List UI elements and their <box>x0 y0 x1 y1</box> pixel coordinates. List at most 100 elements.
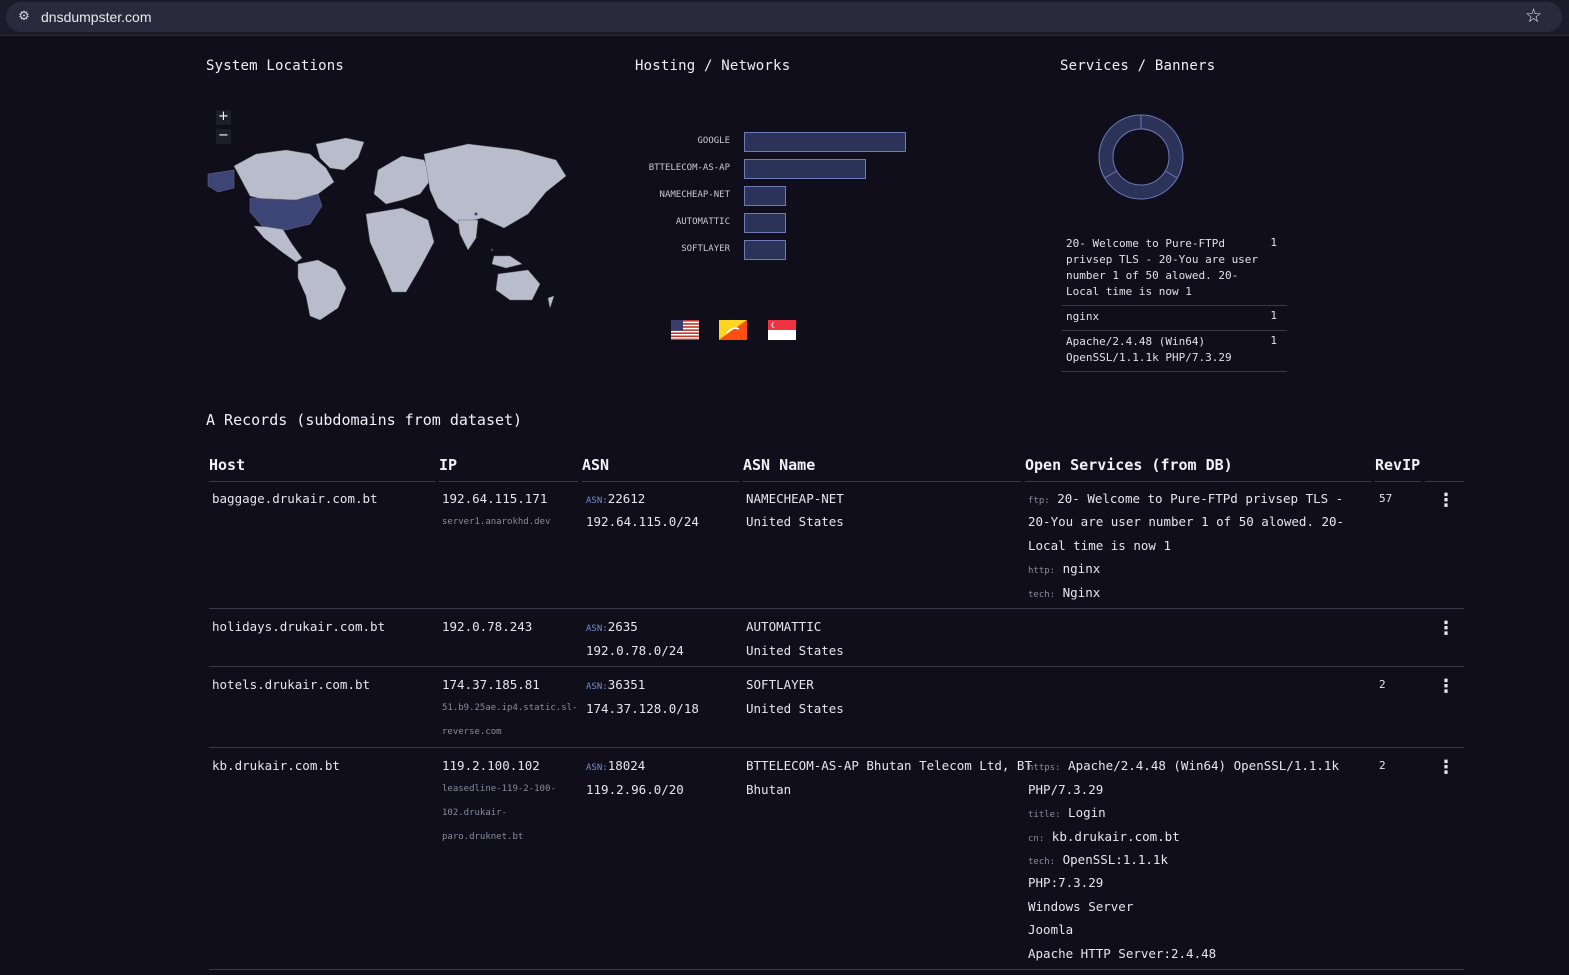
country-cell: United States <box>746 701 844 716</box>
ptr-record: reverse.com <box>442 727 502 737</box>
ptr-record: paro.druknet.bt <box>442 832 524 842</box>
hosting-bar <box>744 159 866 179</box>
service-value: kb.drukair.com.bt <box>1051 829 1180 844</box>
services-donut-chart <box>1098 114 1184 200</box>
header-divider <box>439 481 578 482</box>
service-row: nginx 1 <box>1062 306 1287 331</box>
service-banner: Apache/2.4.48 (Win64) OpenSSL/1.1.1k PHP… <box>1066 335 1232 364</box>
host-cell[interactable]: baggage.drukair.com.bt <box>212 491 378 506</box>
asia-shape <box>423 143 567 229</box>
header-divider <box>1375 481 1421 482</box>
row-menu-icon[interactable]: ⋮ <box>1437 676 1455 697</box>
ip-cell[interactable]: 192.64.115.171 <box>442 491 548 506</box>
column-header-asn: ASN <box>582 456 610 474</box>
asn-name-cell: BTTELECOM-AS-AP Bhutan Telecom Ltd, BT <box>746 758 1032 773</box>
row-menu-icon[interactable]: ⋮ <box>1437 618 1455 639</box>
service-tag: ftp: <box>1028 496 1050 506</box>
ip-cell[interactable]: 174.37.185.81 <box>442 677 540 692</box>
ip-cell[interactable]: 192.0.78.243 <box>442 619 533 634</box>
new-zealand-shape <box>547 295 555 309</box>
ip-cell[interactable]: 119.2.100.102 <box>442 758 540 773</box>
netblock-cell: 192.64.115.0/24 <box>586 514 699 529</box>
asn-number[interactable]: 18024 <box>607 758 646 773</box>
column-header-revip: RevIP <box>1375 456 1421 474</box>
world-map-svg <box>207 137 567 321</box>
header-divider <box>209 481 435 482</box>
bookmark-star-icon[interactable]: ☆ <box>1524 5 1542 27</box>
asn-number[interactable]: 22612 <box>607 491 646 506</box>
asn-number[interactable]: 36351 <box>607 677 646 692</box>
service-count: 1 <box>1270 334 1277 347</box>
country-cell: Bhutan <box>746 782 792 797</box>
host-cell[interactable]: kb.drukair.com.bt <box>212 758 340 773</box>
alaska-shape <box>207 169 235 193</box>
asn-label: ASN: <box>586 496 608 506</box>
service-line: 20-You are user number 1 of 50 alowed. 2… <box>1028 514 1345 529</box>
australia-shape <box>495 269 541 301</box>
row-menu-icon[interactable]: ⋮ <box>1437 757 1455 778</box>
asn-label: ASN: <box>586 624 608 634</box>
zoom-out-button[interactable]: − <box>216 129 231 144</box>
india-shape <box>457 219 479 251</box>
service-line: PHP:7.3.29 <box>1028 875 1104 890</box>
site-settings-icon[interactable]: ⚙ <box>18 9 30 24</box>
revip-count[interactable]: 57 <box>1379 492 1393 505</box>
service-tag: tech: <box>1028 857 1056 867</box>
service-banner: 20- Welcome to Pure-FTPd privsep TLS - 2… <box>1066 237 1259 298</box>
service-value: Apache/2.4.48 (Win64) OpenSSL/1.1.1k <box>1068 758 1339 773</box>
row-divider <box>209 747 1464 748</box>
ptr-record: 102.drukair- <box>442 808 508 818</box>
service-line: PHP/7.3.29 <box>1028 782 1104 797</box>
service-tag: http: <box>1028 566 1056 576</box>
service-tag: https: <box>1028 763 1061 773</box>
hosting-bar <box>744 132 906 152</box>
service-tag: tech: <box>1028 590 1056 600</box>
us-flag <box>671 320 699 340</box>
column-header-ip: IP <box>439 456 458 474</box>
netblock-cell: 119.2.96.0/20 <box>586 782 684 797</box>
bhutan-flag <box>719 320 747 340</box>
address-bar[interactable]: ⚙ dnsdumpster.com ☆ <box>6 2 1562 32</box>
services-table: 20- Welcome to Pure-FTPd privsep TLS - 2… <box>1062 233 1287 372</box>
column-header-host: Host <box>209 456 246 474</box>
country-cell: United States <box>746 643 844 658</box>
service-value: nginx <box>1062 561 1101 576</box>
header-divider <box>1025 481 1371 482</box>
asn-cell: ASN:18024 <box>586 754 645 781</box>
header-divider <box>1425 481 1464 482</box>
asn-number[interactable]: 2635 <box>607 619 638 634</box>
ptr-record: leasedline-119-2-100- <box>442 784 556 794</box>
donut-slice-divider <box>1104 170 1118 179</box>
service-line: Joomla <box>1028 922 1074 937</box>
revip-count[interactable]: 2 <box>1379 678 1386 691</box>
ptr-record: server1.anarokhd.dev <box>442 517 551 527</box>
hosting-bar-label: GOOGLE <box>697 136 730 146</box>
row-menu-icon[interactable]: ⋮ <box>1437 490 1455 511</box>
service-row: 20- Welcome to Pure-FTPd privsep TLS - 2… <box>1062 233 1287 306</box>
world-map[interactable]: + − <box>206 108 568 323</box>
mexico-shape <box>253 225 303 263</box>
hosting-bar-label: BTTELECOM-AS-AP <box>648 163 730 173</box>
service-banner: nginx <box>1066 310 1100 323</box>
bhutan-marker <box>474 212 478 216</box>
service-value: OpenSSL:1.1.1k <box>1062 852 1168 867</box>
host-cell[interactable]: holidays.drukair.com.bt <box>212 619 386 634</box>
row-divider <box>209 666 1464 667</box>
asn-name-cell: AUTOMATTIC <box>746 619 822 634</box>
column-header-open-services: Open Services (from DB) <box>1025 456 1233 474</box>
asn-name-cell: SOFTLAYER <box>746 677 814 692</box>
service-count: 1 <box>1270 236 1277 249</box>
column-header-asn-name: ASN Name <box>743 456 816 474</box>
service-line: tech: Nginx <box>1028 581 1100 608</box>
zoom-in-button[interactable]: + <box>216 110 231 125</box>
service-value: Nginx <box>1062 585 1101 600</box>
hosting-bar-label: SOFTLAYER <box>681 244 730 254</box>
a-records-title: A Records (subdomains from dataset) <box>206 411 523 429</box>
service-line: Apache HTTP Server:2.4.48 <box>1028 946 1217 961</box>
netblock-cell: 192.0.78.0/24 <box>586 643 684 658</box>
url-text[interactable]: dnsdumpster.com <box>41 9 152 25</box>
host-cell[interactable]: hotels.drukair.com.bt <box>212 677 371 692</box>
canada-shape <box>233 149 335 201</box>
singapore-flag <box>768 320 796 340</box>
revip-count[interactable]: 2 <box>1379 759 1386 772</box>
